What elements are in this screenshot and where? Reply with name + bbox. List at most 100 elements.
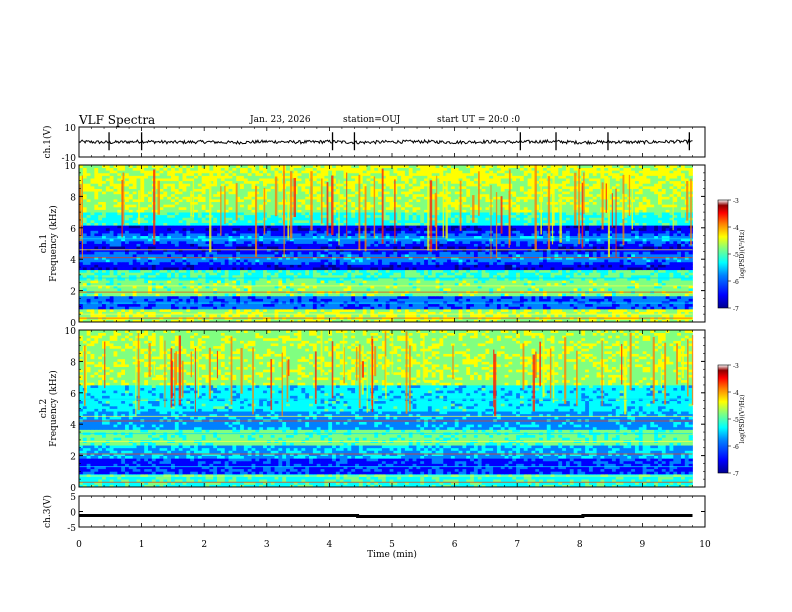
spectrogram-cell (148, 306, 153, 310)
spectrogram-cell (454, 295, 459, 299)
spectrogram-cell (608, 308, 613, 312)
spectrogram-cell (263, 282, 268, 286)
spectrogram-cell (585, 293, 590, 297)
spectrogram-cell (516, 303, 521, 307)
spectrogram-cell (493, 243, 498, 247)
spectrogram-cell (562, 251, 567, 255)
spectrogram-cell (627, 277, 632, 281)
spectrogram-cell (385, 282, 390, 286)
spectrogram-cell (684, 282, 690, 286)
spectrogram-cell (634, 311, 640, 315)
spectrogram-cell (650, 319, 655, 323)
spectrogram-cell (458, 253, 463, 257)
spectrogram-cell (255, 259, 260, 263)
spectrogram-cell (259, 264, 264, 268)
spectrogram-cell (420, 269, 425, 273)
spectrogram-cell (680, 314, 686, 318)
spectrogram-cell (592, 243, 598, 247)
spectrogram-cell (136, 301, 141, 305)
spectrogram-cell (125, 287, 130, 291)
spectrogram-cell (393, 287, 398, 291)
spectrogram-cell (677, 251, 682, 255)
spectrogram-cell (596, 298, 601, 302)
spectrogram-cell (516, 277, 521, 281)
spectrogram-cell (588, 285, 594, 289)
spectrogram-cell (190, 308, 195, 312)
spectrogram-cell (554, 298, 559, 302)
spectrogram-cell (604, 306, 609, 310)
spectrogram-cell (381, 282, 387, 286)
spectrogram-cell (569, 274, 575, 278)
spectrogram-cell (105, 277, 111, 281)
spectrogram-cell (454, 243, 459, 247)
spectrogram-cell (205, 246, 210, 250)
spectrogram-cell (473, 295, 479, 299)
spectrogram-cell (466, 259, 471, 263)
spectrogram-cell (519, 269, 525, 273)
spectrogram-cell (171, 298, 176, 302)
spectrogram-cell (611, 314, 617, 318)
spectrogram-cell (531, 251, 536, 255)
spectrogram-cell (366, 240, 371, 244)
spectrogram-cell (182, 287, 187, 291)
spectrogram-cell (197, 293, 203, 297)
spectrogram-cell (190, 269, 195, 273)
spectrogram-cell (673, 303, 678, 307)
spectrogram-cell (121, 264, 126, 268)
spectrogram-cell (255, 277, 260, 281)
spectrogram-cell (174, 303, 180, 307)
spectrogram-cell (585, 264, 590, 268)
spectrogram-cell (427, 314, 433, 318)
spectrogram-cell (527, 285, 532, 289)
spectrogram-cell (408, 269, 413, 273)
spectrogram-cell (408, 298, 413, 302)
spectrogram-cell (611, 306, 617, 310)
spectrogram-cell (431, 306, 436, 310)
spectrogram-cell (669, 285, 674, 289)
spectrogram-cell (615, 306, 621, 310)
spectrogram-cell (94, 240, 99, 244)
spectrogram-cell (504, 301, 509, 305)
spectrogram-cell (197, 301, 203, 305)
spectrogram-cell (102, 306, 107, 310)
spectrogram-cell (86, 319, 91, 323)
spectrogram-cell (305, 240, 310, 244)
spectrogram-cell (247, 253, 252, 257)
spectrogram-cell (389, 308, 394, 312)
spectrogram-cell (213, 303, 218, 307)
spectrogram-cell (297, 293, 302, 297)
spectrogram-cell (247, 311, 252, 315)
spectrogram-cell (673, 243, 678, 247)
spectrogram-cell (205, 295, 210, 299)
spectrogram-cell (554, 301, 559, 305)
spectrogram-cell (500, 269, 505, 273)
spectrogram-cell (401, 295, 406, 299)
spectrogram-cell (677, 293, 682, 297)
spectrogram-cell (420, 285, 425, 289)
spectrogram-cell (270, 274, 275, 278)
spectrogram-cell (381, 259, 387, 263)
spectrogram-cell (508, 285, 513, 289)
spectrogram-cell (669, 293, 674, 297)
spectrogram-cell (401, 280, 406, 284)
spectrogram-cell (243, 246, 249, 250)
spectrogram-cell (339, 308, 344, 312)
spectrogram-cell (588, 259, 594, 263)
spectrogram-cell (240, 259, 245, 263)
spectrogram-cell (581, 298, 586, 302)
spectrogram-cell (263, 295, 268, 299)
spectrogram-cell (98, 301, 103, 305)
spectrogram-cell (136, 293, 141, 297)
spectrogram-cell (355, 287, 360, 291)
spectrogram-cell (527, 240, 532, 244)
spectrogram-cell (259, 269, 264, 273)
spectrogram-cell (470, 303, 475, 307)
spectrogram-cell (439, 306, 444, 310)
spectrogram-cell (370, 311, 375, 315)
spectrogram-cell (266, 303, 272, 307)
spectrogram-cell (508, 303, 513, 307)
spectrogram-cell (516, 269, 521, 273)
spectrogram-cell (286, 272, 291, 276)
spectrogram-cell (443, 282, 448, 286)
